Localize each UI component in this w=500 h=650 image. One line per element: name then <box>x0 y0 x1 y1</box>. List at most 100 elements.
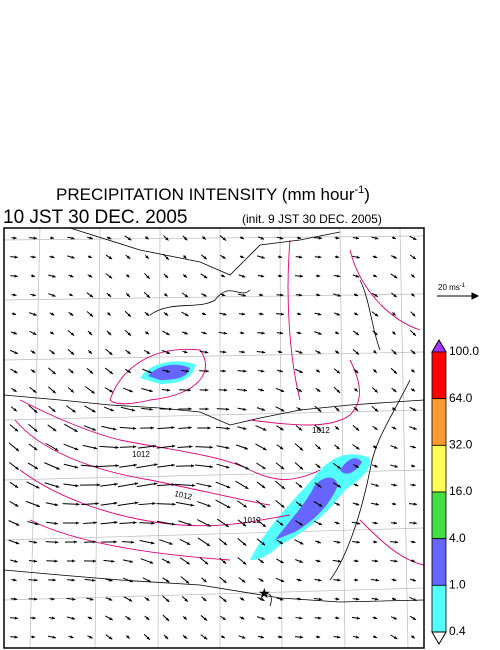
wind-arrow-head <box>114 482 118 486</box>
wind-arrow-head <box>336 370 340 374</box>
title-close: ) <box>364 185 370 204</box>
wind-arrow-head <box>127 332 132 336</box>
wind-arrow-head <box>260 274 265 278</box>
wind-arrow-head <box>93 521 97 525</box>
wind-arrow-head <box>184 350 188 354</box>
wind-arrow-head <box>223 541 227 546</box>
isobar-labels: 1012 1012 1012 1012 <box>132 426 330 525</box>
wind-arrow-head <box>34 409 38 413</box>
wind-arrow-head <box>31 350 36 354</box>
colorbar-label: 100.0 <box>449 344 479 358</box>
wind-arrow-head <box>355 274 360 278</box>
wind-arrow-head <box>411 369 415 373</box>
wind-arrow-head <box>222 350 227 354</box>
colorbar-label: 0.4 <box>449 624 466 638</box>
wind-arrow-head <box>317 350 321 354</box>
wind-arrow-head <box>127 313 131 317</box>
wind-arrow-head <box>93 446 98 450</box>
wind-scale-arrow <box>437 292 480 300</box>
wind-arrow-head <box>393 370 397 374</box>
wind-arrow-head <box>261 350 266 354</box>
wind-arrow-head <box>131 408 136 412</box>
wind-arrow-head <box>298 597 302 601</box>
wind-arrow-head <box>89 313 93 317</box>
wind-arrow-head <box>297 331 302 335</box>
wind-arrow-head <box>115 464 119 468</box>
wind-arrow-head <box>354 407 359 411</box>
wind-arrow-head <box>240 331 245 335</box>
wind-arrow-head <box>206 543 210 547</box>
wind-arrow-head <box>412 332 416 336</box>
wind-arrow-head <box>183 255 187 259</box>
wind-arrow-head <box>130 540 135 544</box>
wind-arrow-head <box>32 293 36 297</box>
wind-arrow-head <box>224 388 228 392</box>
wind-arrow-head <box>88 274 93 278</box>
wind-arrow-head <box>166 388 171 392</box>
wind-arrow-head <box>150 426 154 430</box>
wind-arrow-head <box>14 484 19 488</box>
wind-arrow-head <box>280 427 284 431</box>
wind-arrow-head <box>150 541 155 545</box>
wind-arrow-head <box>225 523 229 527</box>
wind-arrow-head <box>354 578 359 582</box>
wind-arrow-head <box>52 578 56 582</box>
wind-arrow-head <box>280 293 284 297</box>
wind-arrow-head <box>52 293 56 297</box>
wind-arrow-head <box>107 236 112 240</box>
wind-arrow-head <box>13 236 17 240</box>
wind-arrow-head <box>184 598 188 602</box>
wind-arrow-head <box>279 236 284 240</box>
wind-arrow-head <box>374 408 379 412</box>
wind-arrow-head <box>188 407 192 411</box>
wind-arrow-head <box>412 313 416 317</box>
wind-arrow-head <box>33 540 38 544</box>
wind-arrow-head <box>92 540 96 544</box>
wind-arrow-head <box>51 616 56 620</box>
wind-arrow-head <box>298 484 303 488</box>
wind-arrow-head <box>373 616 378 620</box>
wind-arrow-head <box>412 237 417 240</box>
wind-arrow-head <box>260 597 265 601</box>
wind-arrow-head <box>188 522 192 526</box>
wind-arrow-head <box>223 579 227 584</box>
wind-arrow-head <box>356 540 360 544</box>
wind-arrow-head <box>166 560 171 564</box>
wind-arrow-head <box>318 236 322 240</box>
wind-arrow-head <box>299 635 304 639</box>
colorbar-label: 16.0 <box>449 484 473 498</box>
wind-arrow-head <box>337 559 342 563</box>
wind-arrow <box>117 502 139 506</box>
wind-arrow-head <box>171 522 176 526</box>
wind-arrow-head <box>375 597 379 601</box>
wind-arrow-head <box>169 541 173 545</box>
wind-arrow-head <box>75 521 80 525</box>
wind-arrow-head <box>242 293 246 297</box>
wind-arrow-head <box>317 446 321 450</box>
wind-arrow-head <box>279 597 284 601</box>
colorbar-segment <box>431 444 447 493</box>
wind-arrow-head <box>298 388 302 392</box>
wind-arrow-head <box>51 350 55 355</box>
wind-arrow <box>117 482 139 488</box>
wind-arrow-head <box>260 369 265 373</box>
wind-arrow-head <box>91 578 96 582</box>
wind-arrow-head <box>392 502 397 506</box>
wind-arrow-head <box>184 331 188 335</box>
colorbar-label: 32.0 <box>449 438 473 452</box>
wind-arrow-head <box>145 236 149 240</box>
wind-arrow-head <box>278 616 283 620</box>
wind-arrow-head <box>411 464 416 468</box>
wind-arrow-head <box>413 597 417 601</box>
wind-arrow-head <box>260 578 264 582</box>
wind-arrow-head <box>35 485 40 489</box>
wind-arrow-head <box>393 293 397 298</box>
wind-arrow-head <box>13 388 17 392</box>
wind-arrow-head <box>32 616 36 620</box>
wind-arrow-head <box>394 559 398 563</box>
wind-arrow-head <box>185 580 190 584</box>
wind-arrow-head <box>50 312 55 316</box>
wind-arrow-head <box>336 312 340 316</box>
wind-arrow-head <box>95 464 100 469</box>
wind-arrow-head <box>299 466 304 470</box>
